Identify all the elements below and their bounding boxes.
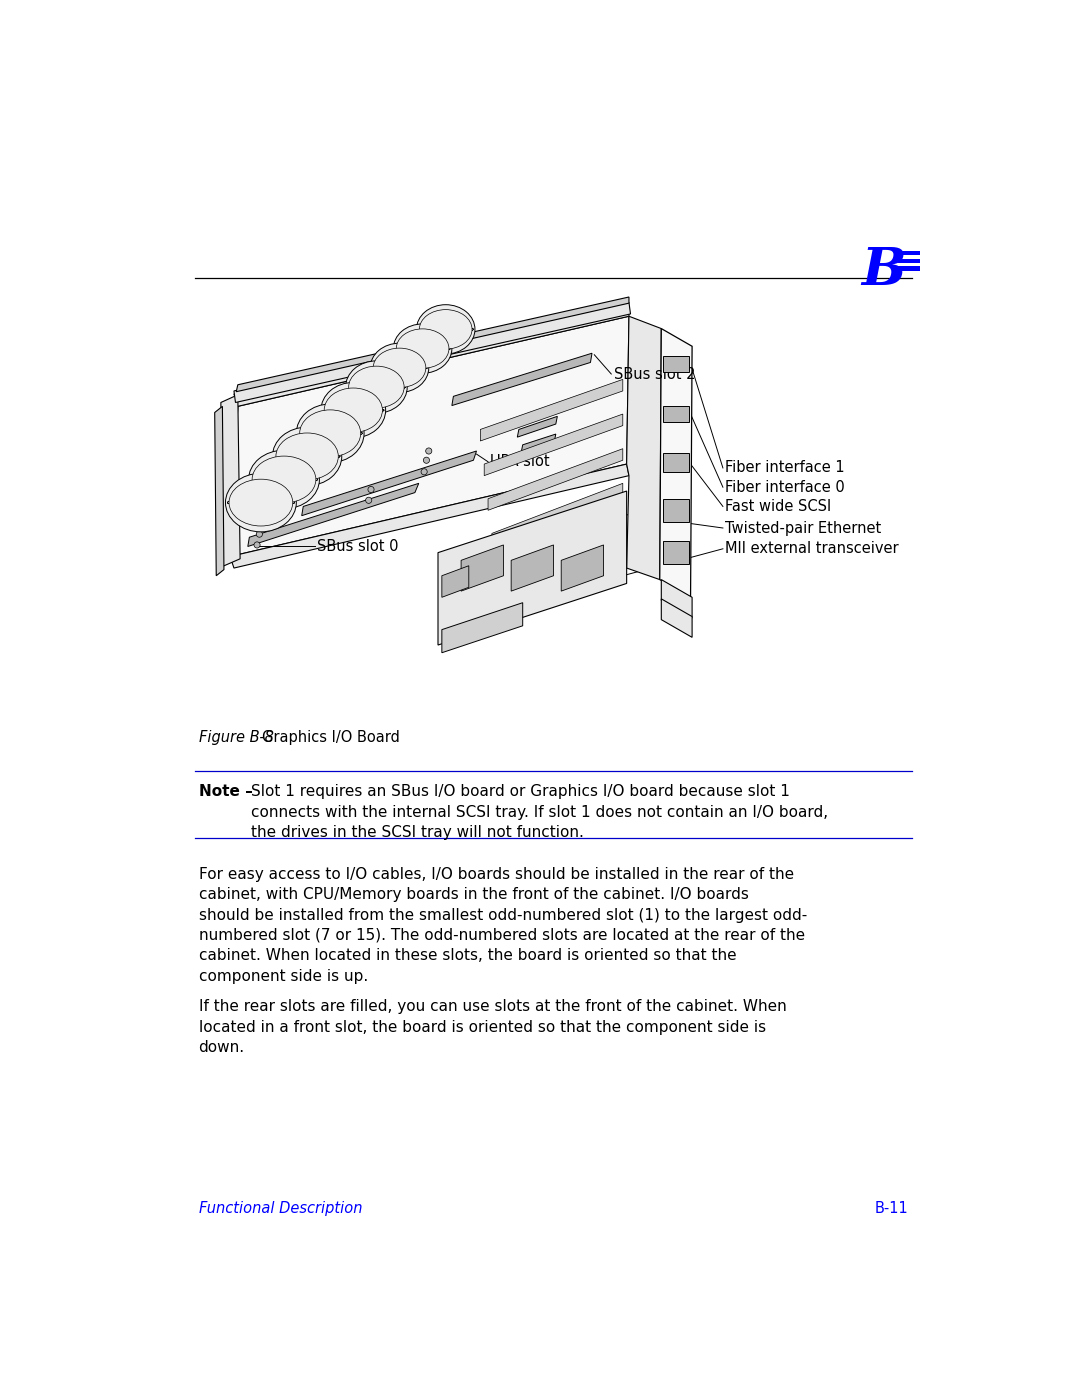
Ellipse shape <box>374 348 426 387</box>
Polygon shape <box>511 545 554 591</box>
Polygon shape <box>438 490 626 645</box>
Polygon shape <box>484 414 623 475</box>
Polygon shape <box>234 302 631 402</box>
Polygon shape <box>663 499 689 522</box>
Polygon shape <box>451 353 592 405</box>
Polygon shape <box>442 566 469 598</box>
Ellipse shape <box>229 479 293 527</box>
Polygon shape <box>234 306 629 407</box>
Polygon shape <box>215 407 224 576</box>
Polygon shape <box>247 483 419 546</box>
Text: Note –: Note – <box>199 784 253 799</box>
Polygon shape <box>663 407 689 422</box>
Text: Fast wide SCSI: Fast wide SCSI <box>725 499 832 514</box>
Ellipse shape <box>252 455 315 503</box>
Bar <box>899 267 920 271</box>
Polygon shape <box>663 453 689 472</box>
Circle shape <box>421 469 428 475</box>
Text: MII external transceiver: MII external transceiver <box>725 541 899 556</box>
Polygon shape <box>220 395 240 567</box>
Circle shape <box>368 486 374 493</box>
Ellipse shape <box>272 427 341 486</box>
Ellipse shape <box>346 360 407 414</box>
Polygon shape <box>481 380 623 441</box>
Circle shape <box>366 497 372 503</box>
Ellipse shape <box>248 450 320 509</box>
Text: If the rear slots are filled, you can use slots at the front of the cabinet. Whe: If the rear slots are filled, you can us… <box>199 999 786 1055</box>
Polygon shape <box>461 545 503 591</box>
Polygon shape <box>663 356 689 372</box>
Polygon shape <box>562 545 604 591</box>
Polygon shape <box>661 580 692 617</box>
Ellipse shape <box>393 324 451 373</box>
Ellipse shape <box>417 305 475 353</box>
Polygon shape <box>660 328 692 598</box>
Polygon shape <box>230 464 629 569</box>
Text: Graphics I/O Board: Graphics I/O Board <box>262 729 401 745</box>
Ellipse shape <box>396 328 449 369</box>
Polygon shape <box>224 405 238 556</box>
Text: B: B <box>861 244 905 296</box>
Polygon shape <box>522 434 556 453</box>
Text: Slot 1 requires an SBus I/O board or Graphics I/O board because slot 1
connects : Slot 1 requires an SBus I/O board or Gra… <box>251 784 828 840</box>
Ellipse shape <box>300 409 361 457</box>
Circle shape <box>254 542 260 548</box>
Text: SBus slot 2: SBus slot 2 <box>613 366 696 381</box>
Ellipse shape <box>370 344 429 393</box>
Text: Fiber interface 0: Fiber interface 0 <box>725 479 845 495</box>
Polygon shape <box>301 451 476 515</box>
Text: Functional Description: Functional Description <box>199 1201 362 1217</box>
Polygon shape <box>517 416 557 437</box>
Text: SBus slot 0: SBus slot 0 <box>318 539 399 555</box>
Polygon shape <box>230 316 629 556</box>
Text: For easy access to I/O cables, I/O boards should be installed in the rear of the: For easy access to I/O cables, I/O board… <box>199 866 807 983</box>
Text: Fiber interface 1: Fiber interface 1 <box>725 461 845 475</box>
Ellipse shape <box>226 474 296 532</box>
Text: Figure B-8: Figure B-8 <box>199 729 273 745</box>
Polygon shape <box>663 541 689 564</box>
Text: B-11: B-11 <box>875 1201 908 1217</box>
Bar <box>899 251 920 256</box>
Circle shape <box>426 448 432 454</box>
Polygon shape <box>661 599 692 637</box>
Polygon shape <box>488 448 623 510</box>
Ellipse shape <box>349 366 404 408</box>
Ellipse shape <box>275 433 338 479</box>
Polygon shape <box>237 298 629 391</box>
Bar <box>899 258 920 263</box>
Text: Twisted-pair Ethernet: Twisted-pair Ethernet <box>725 521 881 535</box>
Ellipse shape <box>419 310 472 349</box>
Polygon shape <box>491 483 623 545</box>
Ellipse shape <box>324 388 382 432</box>
Ellipse shape <box>321 383 386 437</box>
Circle shape <box>423 457 430 464</box>
Polygon shape <box>626 316 661 580</box>
Text: UPA slot: UPA slot <box>490 454 550 469</box>
Polygon shape <box>442 602 523 652</box>
Circle shape <box>256 531 262 538</box>
Ellipse shape <box>296 404 364 462</box>
